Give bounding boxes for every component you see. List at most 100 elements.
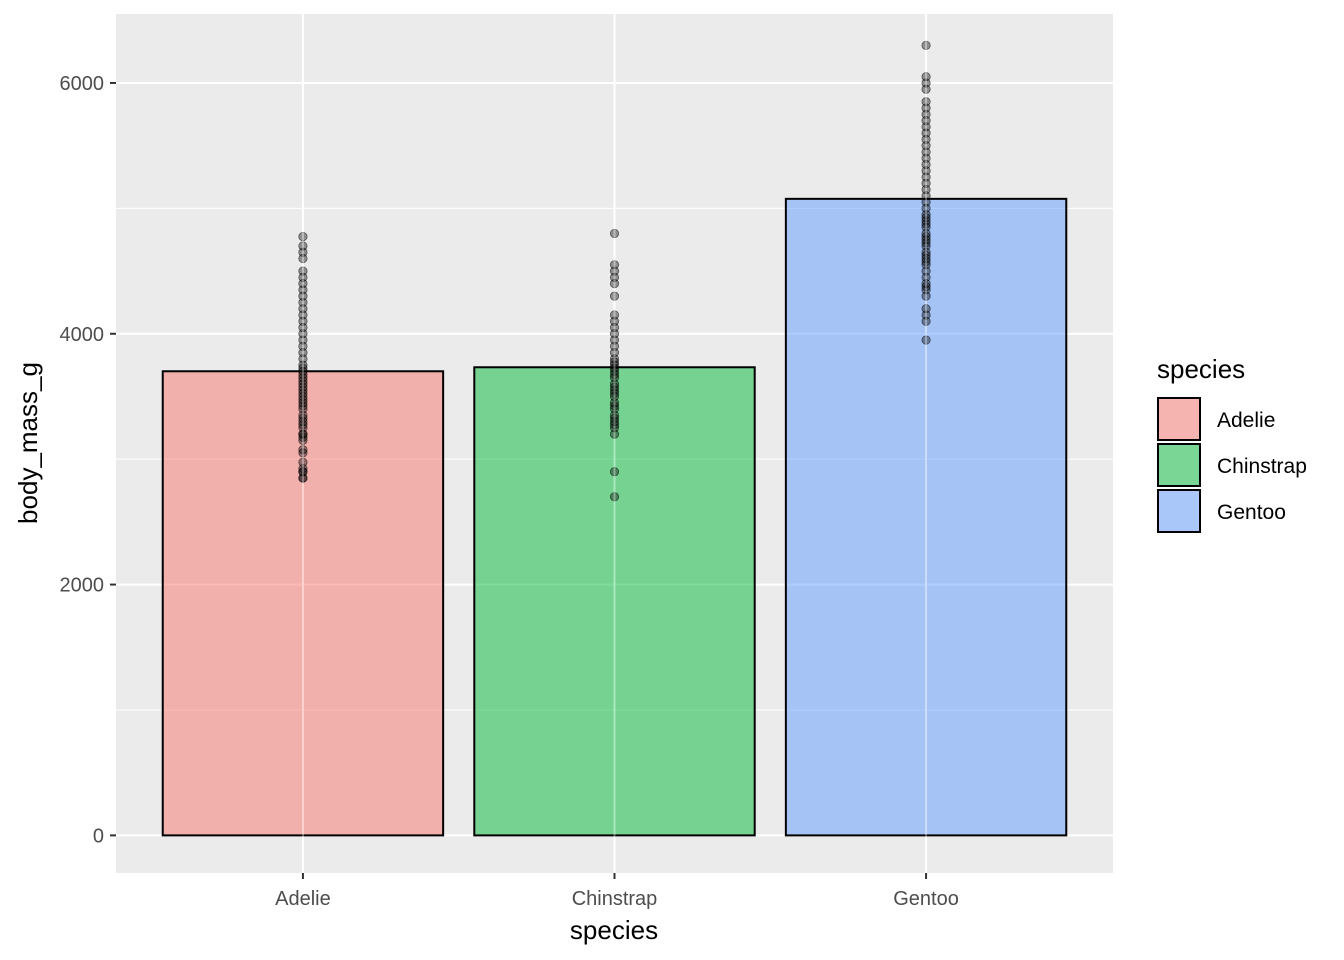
data-point	[921, 272, 931, 282]
data-point	[921, 257, 931, 267]
data-point	[609, 335, 620, 345]
data-point	[921, 191, 931, 201]
y-tick-label: 4000	[60, 324, 105, 346]
data-point	[609, 266, 620, 276]
data-point	[298, 347, 308, 358]
data-point	[921, 141, 931, 151]
data-point	[298, 445, 308, 455]
legend-label: Chinstrap	[1217, 455, 1307, 478]
data-point	[298, 360, 308, 370]
data-point	[921, 122, 931, 132]
data-point	[298, 291, 308, 301]
data-point	[298, 253, 308, 264]
data-point	[609, 260, 620, 270]
data-point	[609, 385, 620, 395]
data-point	[609, 416, 620, 427]
data-point	[298, 401, 308, 411]
data-point	[298, 297, 308, 308]
data-point	[609, 363, 620, 373]
data-point	[921, 222, 931, 232]
data-point	[298, 448, 308, 458]
data-point	[609, 366, 620, 376]
data-point	[609, 420, 620, 430]
data-point	[298, 304, 308, 314]
data-point	[609, 413, 620, 424]
y-tick-label: 6000	[60, 73, 105, 95]
data-point	[609, 310, 620, 320]
data-point	[921, 310, 931, 320]
data-point	[921, 279, 931, 289]
x-axis: Adelie Chinstrap Gentoo	[275, 873, 959, 910]
data-point	[921, 228, 931, 239]
data-point	[298, 279, 308, 289]
x-gridlines-overlay	[301, 14, 928, 873]
data-point	[298, 322, 308, 333]
data-point	[298, 376, 308, 386]
legend: species Adelie Chinstrap Gentoo	[1157, 354, 1307, 533]
data-point	[298, 231, 308, 242]
data-point	[609, 467, 620, 477]
data-point	[921, 172, 931, 182]
data-point	[298, 429, 308, 439]
data-point	[609, 429, 620, 439]
data-point	[609, 410, 620, 420]
data-point	[298, 369, 308, 380]
bar-chinstrap	[473, 366, 756, 837]
data-point	[609, 379, 620, 389]
y-axis-title: body_mass_g	[13, 362, 43, 524]
data-point	[921, 84, 931, 94]
data-point	[298, 247, 308, 257]
data-point	[921, 213, 931, 223]
data-point	[921, 97, 931, 107]
data-point	[921, 72, 931, 82]
data-point	[921, 285, 931, 295]
data-point	[921, 147, 931, 157]
legend-label: Adelie	[1217, 409, 1275, 432]
data-point	[921, 216, 931, 226]
data-point	[298, 404, 308, 414]
data-point	[609, 360, 620, 370]
data-point	[609, 347, 620, 358]
data-point	[921, 219, 931, 229]
data-point	[921, 159, 931, 170]
data-point	[298, 379, 308, 389]
legend-label: Gentoo	[1217, 501, 1286, 524]
data-point	[298, 435, 308, 445]
data-point	[609, 391, 620, 402]
data-point	[609, 279, 620, 289]
data-point	[298, 316, 308, 326]
legend-swatch-chinstrap	[1157, 443, 1201, 487]
data-point	[298, 423, 308, 433]
data-point	[921, 241, 931, 251]
data-point	[609, 228, 620, 239]
data-point	[298, 398, 308, 408]
data-point	[609, 322, 620, 333]
legend-swatch-gentoo	[1157, 489, 1201, 533]
data-point	[921, 316, 931, 326]
data-point	[298, 354, 308, 364]
y-tick-label: 0	[93, 825, 104, 847]
data-point	[609, 357, 620, 367]
y-axis: 0 2000 4000 6000	[60, 73, 116, 847]
data-point	[921, 250, 931, 260]
legend-title: species	[1157, 354, 1245, 384]
data-point	[298, 457, 308, 467]
data-point	[298, 310, 308, 320]
data-point	[921, 78, 931, 88]
data-point	[298, 241, 308, 251]
data-point	[298, 388, 308, 398]
data-point	[298, 341, 308, 351]
x-tick-label: Gentoo	[893, 888, 959, 910]
data-point	[298, 391, 308, 402]
data-point	[609, 388, 620, 398]
data-point	[298, 395, 308, 405]
data-point	[609, 354, 620, 364]
data-points	[298, 40, 931, 502]
bar-gentoo	[784, 197, 1068, 837]
data-point	[298, 473, 308, 483]
data-point	[921, 231, 931, 242]
data-point	[921, 253, 931, 264]
data-point	[921, 247, 931, 257]
data-point	[609, 401, 620, 411]
